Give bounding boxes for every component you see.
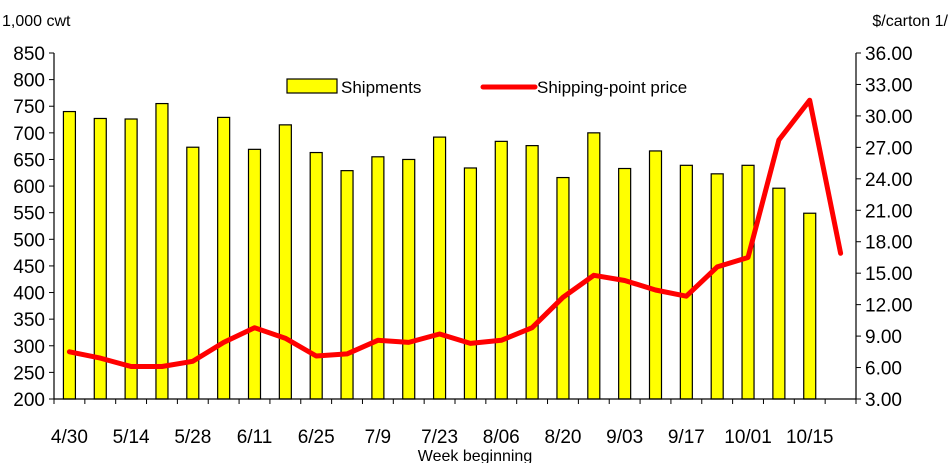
shipments-bar <box>371 156 385 400</box>
left-tick-label: 550 <box>13 204 45 225</box>
shipments-bar <box>340 170 354 400</box>
shipments-bar <box>587 132 601 400</box>
right-tick-label: 30.00 <box>865 107 913 128</box>
right-tick-label: 3.00 <box>865 390 902 411</box>
x-tick-label: 8/06 <box>483 427 520 448</box>
shipments-bar <box>741 164 755 400</box>
shipments-bar <box>124 118 138 400</box>
line-layer <box>66 97 844 369</box>
x-tick-label: 7/23 <box>421 427 458 448</box>
shipments-bar <box>217 116 231 400</box>
x-tick-label: 4/30 <box>51 427 88 448</box>
axes-layer: 200 250 300 350 400 450 500 550 600 650 700 750 800 8… <box>13 44 912 448</box>
left-tick-label: 850 <box>13 44 45 65</box>
right-tick-label: 33.00 <box>865 75 913 96</box>
right-tick-label: 27.00 <box>865 138 913 159</box>
left-tick-label: 400 <box>13 284 45 305</box>
x-tick-label: 7/9 <box>365 427 391 448</box>
x-tick-label: 6/11 <box>237 427 273 448</box>
x-tick-label: 8/20 <box>544 427 581 448</box>
shipments-bar <box>679 164 693 400</box>
right-tick-label: 18.00 <box>865 233 913 254</box>
left-tick-label: 750 <box>13 97 45 118</box>
x-tick-label: 6/25 <box>298 427 335 448</box>
right-tick-label: 6.00 <box>865 359 902 380</box>
shipments-bar <box>710 173 724 400</box>
left-tick-label: 200 <box>13 390 45 411</box>
left-tick-label: 500 <box>13 230 45 251</box>
right-tick-label: 12.00 <box>865 296 913 317</box>
shipments-bar <box>494 140 508 400</box>
right-axis-unit: $/carton 1/ <box>872 13 948 30</box>
right-tick-label: 15.00 <box>865 264 913 285</box>
x-axis-label: Week beginning <box>418 448 532 463</box>
left-tick-label: 650 <box>13 150 45 171</box>
shipments-bar <box>402 158 416 400</box>
left-tick-label: 350 <box>13 310 45 331</box>
shipments-bar <box>803 212 817 400</box>
shipments-bar <box>155 102 169 400</box>
shipments-bar <box>247 148 262 400</box>
shipping-point-price-line <box>66 97 844 369</box>
shipments-bar <box>278 124 292 400</box>
left-tick-label: 300 <box>13 337 45 358</box>
shipments-bar <box>525 145 539 400</box>
legend-price-label: Shipping-point price <box>537 78 687 97</box>
right-tick-label: 24.00 <box>865 170 913 191</box>
left-axis-unit: 1,000 cwt <box>2 13 71 30</box>
x-tick-label: 10/01 <box>724 427 772 448</box>
shipments-bar <box>772 187 786 400</box>
x-tick-label: 5/28 <box>174 427 211 448</box>
left-tick-label: 600 <box>13 177 45 198</box>
bars-layer <box>62 102 817 400</box>
x-tick-label: 5/14 <box>113 427 150 448</box>
right-tick-label: 9.00 <box>865 327 902 348</box>
left-tick-label: 800 <box>13 71 45 92</box>
left-tick-label: 700 <box>13 124 45 145</box>
x-tick-label: 9/17 <box>668 427 705 448</box>
x-tick-label: 10/15 <box>786 427 834 448</box>
legend-shipments-swatch <box>286 78 338 94</box>
left-tick-label: 450 <box>13 257 45 278</box>
legend: Shipments Shipping-point price <box>286 78 687 97</box>
right-tick-label: 36.00 <box>865 44 913 65</box>
legend-shipments-label: Shipments <box>341 78 421 97</box>
right-tick-label: 21.00 <box>865 201 913 222</box>
shipments-bar <box>309 151 323 400</box>
shipments-bar <box>432 136 447 400</box>
shipments-bar <box>648 150 663 400</box>
shipments-bar <box>463 167 478 400</box>
shipments-bar <box>62 110 77 400</box>
x-tick-label: 9/03 <box>606 427 643 448</box>
left-tick-label: 250 <box>13 363 45 384</box>
shipments-bar <box>556 176 570 400</box>
